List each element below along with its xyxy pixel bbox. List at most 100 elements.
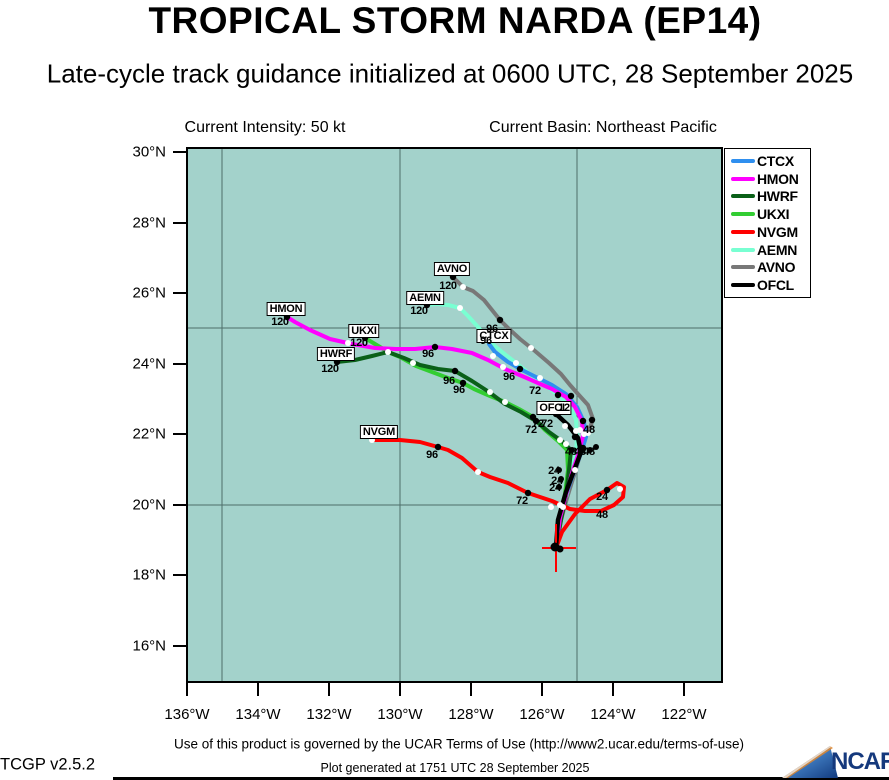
track-dot (457, 305, 463, 311)
hour-label: 24 (548, 465, 560, 477)
track-dot (581, 431, 587, 437)
start-position-dot (556, 545, 564, 553)
lat-label: 30°N (132, 143, 166, 161)
lat-label: 28°N (132, 214, 166, 232)
model-label-ofcl: OFCL (536, 401, 572, 415)
legend-color-line (731, 229, 755, 234)
hour-label: 96 (503, 371, 515, 383)
hour-label: 96 (422, 348, 434, 360)
track-dot (588, 416, 596, 424)
track-dot (578, 448, 584, 454)
track-dot (524, 489, 532, 497)
track-dot (475, 469, 481, 475)
track-dot (617, 486, 623, 492)
legend-color-line (731, 158, 755, 163)
legend-label: AVNO (757, 259, 796, 276)
lat-label: 18°N (132, 566, 166, 584)
model-label-avno: AVNO (433, 262, 471, 276)
lon-label: 128°W (448, 706, 494, 723)
legend-label: UKXI (757, 206, 790, 223)
hour-label: 96 (453, 384, 465, 396)
legend-label: HWRF (757, 188, 798, 205)
track-dot (459, 379, 467, 387)
legend-color-line (731, 176, 755, 181)
legend-item-ofcl: OFCL (731, 277, 810, 294)
track-dot (563, 441, 569, 447)
legend-label: AEMN (757, 241, 798, 258)
lon-label: 124°W (590, 706, 636, 723)
hour-label: 120 (410, 305, 428, 317)
ncar-logo-text: NCAR (831, 748, 889, 775)
track-dot (496, 316, 504, 324)
track-dot (556, 484, 562, 490)
track-dot (567, 392, 575, 400)
lat-label: 22°N (132, 425, 166, 443)
track-dot (562, 423, 568, 429)
map-border (186, 147, 723, 683)
hour-label: 120 (321, 363, 339, 375)
hour-label: 96 (480, 335, 492, 347)
hour-label: 24 (551, 475, 563, 487)
hour-label: 48 (583, 424, 595, 436)
track-dot (490, 353, 496, 359)
track-dot (569, 447, 575, 453)
hour-label: 96 (426, 449, 438, 461)
track-dot (571, 433, 579, 441)
legend-color-line (731, 283, 755, 288)
lat-label: 26°N (132, 284, 166, 302)
track-dot (560, 504, 566, 510)
track-dot (577, 427, 583, 433)
model-label-hwrf: HWRF (316, 347, 356, 361)
hour-label: 96 (486, 323, 498, 335)
hour-label: 24 (549, 482, 561, 494)
lon-label: 122°W (661, 706, 707, 723)
track-dot (487, 389, 493, 395)
track-dot (460, 284, 466, 290)
legend: CTCX HMON HWRF UKXI NVGM AEMN AVNO OFCL (724, 148, 811, 298)
track-dot (500, 364, 506, 370)
legend-label: HMON (757, 170, 799, 187)
legend-item-aemn: AEMN (731, 241, 810, 258)
current-basin: Current Basin: Northeast Pacific (489, 119, 717, 136)
track-dot (558, 476, 564, 482)
legend-item-hmon: HMON (731, 170, 810, 187)
terms-of-use-text: Use of this product is governed by the U… (174, 736, 744, 752)
legend-item-nvgm: NVGM (731, 223, 810, 240)
page-title: TROPICAL STORM NARDA (EP14) (148, 0, 762, 41)
track-dot (548, 504, 554, 510)
model-label-ctcx: CTCX (476, 329, 512, 343)
model-label-hmon: HMON (266, 302, 306, 316)
legend-label: OFCL (757, 277, 794, 294)
model-label-aemn: AEMN (406, 291, 444, 305)
lon-label: 130°W (377, 706, 423, 723)
legend-color-line (731, 247, 755, 252)
track-dot (516, 365, 524, 373)
hour-label: 72 (516, 495, 528, 507)
track-dot (557, 437, 563, 443)
hour-label: 48 (574, 446, 586, 458)
map-background (187, 148, 722, 682)
hour-label: 72 (529, 385, 541, 397)
legend-color-line (731, 265, 755, 270)
hour-label: 48 (565, 446, 577, 458)
track-dot (593, 444, 599, 450)
track-dot (603, 486, 611, 494)
legend-label: CTCX (757, 152, 794, 169)
hour-label: 12 (558, 402, 570, 414)
model-label-ukxi: UKXI (348, 324, 380, 338)
hour-label: 72 (532, 418, 544, 430)
legend-color-line (731, 194, 755, 199)
track-dot (537, 375, 543, 381)
subtitle: Late-cycle track guidance initialized at… (46, 58, 854, 89)
hour-label: 120 (271, 316, 289, 328)
legend-color-line (731, 212, 755, 217)
hour-label: 48 (596, 509, 608, 521)
track-dot (345, 340, 351, 346)
hour-label: 120 (350, 337, 368, 349)
lat-label: 24°N (132, 355, 166, 373)
track-dot (587, 447, 593, 453)
hour-label: 120 (439, 280, 457, 292)
lon-label: 132°W (306, 706, 352, 723)
